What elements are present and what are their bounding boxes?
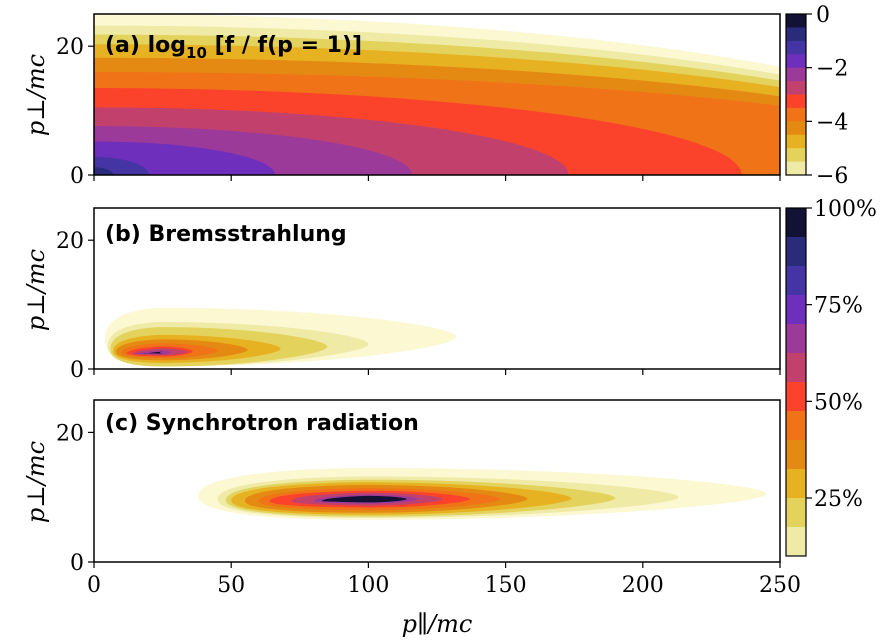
panel-title-a: (a) log10 [f / f(p = 1)] (105, 33, 362, 62)
contours-b (104, 307, 457, 367)
colorbar-swatch (786, 498, 806, 528)
colorbar-swatch (786, 324, 806, 354)
y-tick-label: 0 (70, 358, 84, 383)
colorbar-tick-label: 75% (814, 294, 863, 319)
panel-title-c: (c) Synchrotron radiation (105, 411, 419, 436)
x-tick-label: 100 (347, 573, 389, 598)
ticks-c: 0 50 100 150 200 250 0 20 (56, 421, 801, 598)
colorbar-tick-label: 0 (816, 3, 830, 28)
colorbar-swatch (786, 527, 806, 557)
colorbar-swatch (786, 14, 806, 28)
colorbar-swatch (786, 440, 806, 470)
y-tick-label: 0 (70, 164, 84, 189)
colorbar-swatch (786, 134, 806, 149)
panel-title-b: (b) Bremsstrahlung (105, 222, 347, 247)
colorbar-tick-label: 25% (814, 487, 863, 512)
x-tick-label: 0 (87, 573, 101, 598)
y-tick-label: 0 (70, 551, 84, 576)
axes-frame-a (93, 13, 781, 176)
colorbar-tick-label: −2 (816, 57, 848, 82)
colorbar-swatch (786, 382, 806, 412)
colorbar-tick-label: −6 (816, 164, 848, 189)
colorbar-swatch (786, 208, 806, 238)
colorbar-swatch (786, 40, 806, 55)
ticks-a: 0 20 (56, 35, 781, 189)
y-tick-label: 20 (56, 421, 84, 446)
ticks-b: 0 20 (56, 229, 781, 383)
y-tick-label: 20 (56, 229, 84, 254)
contours-c (198, 468, 767, 520)
colorbar-swatch (786, 94, 806, 109)
contour-region (321, 495, 407, 503)
axes-frame-c (93, 399, 781, 563)
x-tick-label: 150 (485, 573, 527, 598)
y-tick-label: 20 (56, 35, 84, 60)
y-axis-label-c: p⊥/mc (22, 441, 50, 523)
x-tick-label: 250 (759, 573, 801, 598)
colorbar-swatch (786, 161, 806, 176)
contour-region (135, 350, 171, 355)
contour-region (143, 351, 163, 355)
colorbar-log: 0 −2 −4 −6 (785, 3, 848, 189)
colorbar-percent: 100% 75% 50% 25% (785, 197, 877, 557)
panel-a: 0 20 (a) log10 [f / f(p = 1)] p⊥/mc (22, 13, 781, 189)
colorbar-frame (785, 207, 807, 557)
colorbar-frame (785, 13, 807, 176)
contour-region (94, 167, 114, 175)
x-tick-label: 200 (622, 573, 664, 598)
colorbar-swatch (786, 148, 806, 163)
colorbar-swatch (786, 266, 806, 296)
colorbar-swatch (786, 469, 806, 499)
colorbar-tick-label: 100% (814, 197, 877, 222)
colorbar-swatch (786, 67, 806, 82)
panel-c: 0 50 100 150 200 250 0 20 (c) Synchrotron radia… (22, 399, 801, 638)
contours-a (94, 14, 780, 175)
colorbar-swatch (786, 353, 806, 383)
colorbar-swatch (786, 27, 806, 42)
colorbar-swatch (786, 54, 806, 69)
colorbar-swatch (786, 237, 806, 267)
y-axis-label-b: p⊥/mc (22, 249, 50, 331)
panel-b: 0 20 (b) Bremsstrahlung p⊥/mc (22, 207, 781, 383)
x-axis-label: p∥/mc (402, 610, 473, 638)
x-tick-label: 50 (217, 573, 245, 598)
y-axis-label-a: p⊥/mc (22, 54, 50, 136)
colorbar-swatch (786, 107, 806, 122)
colorbar-swatch (786, 411, 806, 441)
axes-frame-b (93, 207, 781, 370)
colorbar-swatch (786, 81, 806, 95)
colorbar-tick-label: −4 (816, 110, 848, 135)
colorbar-swatch (786, 295, 806, 325)
colorbar-tick-label: 50% (814, 390, 863, 415)
colorbar-swatch (786, 121, 806, 136)
